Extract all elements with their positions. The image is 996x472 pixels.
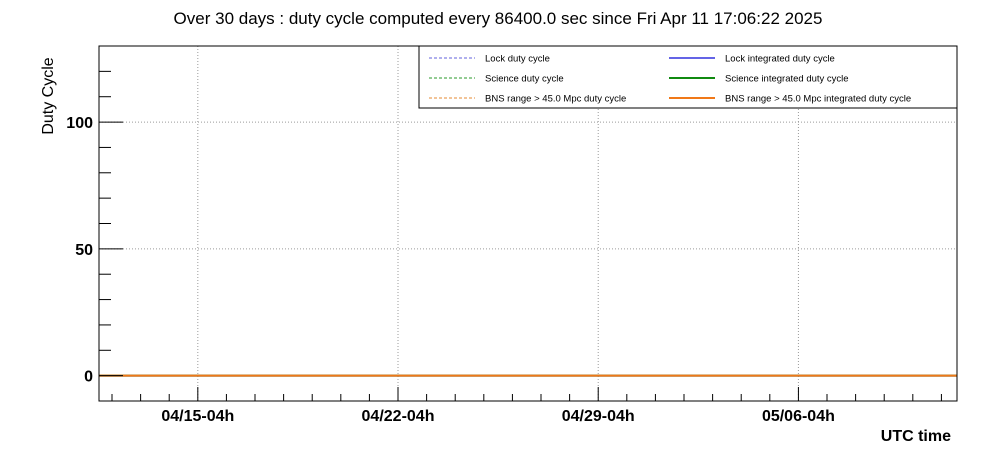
legend: Lock duty cycle Science duty cycle BNS ran… [418, 45, 958, 109]
x-tick-label: 05/06-04h [762, 408, 835, 425]
y-tick-label: 50 [75, 242, 93, 259]
legend-label: Lock integrated duty cycle [725, 54, 835, 65]
y-axis-ticks: 0 50 100 [66, 45, 123, 402]
legend-label: BNS range > 45.0 Mpc duty cycle [485, 94, 626, 105]
legend-label: Science duty cycle [485, 74, 564, 85]
legend-label: Science integrated duty cycle [725, 74, 849, 85]
y-tick-label: 0 [84, 369, 93, 386]
legend-label: Lock duty cycle [485, 54, 550, 65]
x-tick-label: 04/15-04h [161, 408, 234, 425]
x-axis-ticks: 04/15-04h 04/22-04h 04/29-04h 05/06-04h [111, 387, 942, 425]
x-tick-label: 04/22-04h [362, 408, 435, 425]
y-tick-label: 100 [66, 115, 93, 132]
x-tick-label: 04/29-04h [562, 408, 635, 425]
x-axis-title: UTC time [881, 428, 951, 445]
chart-title: Over 30 days : duty cycle computed every… [174, 9, 823, 28]
legend-label: BNS range > 45.0 Mpc integrated duty cyc… [725, 94, 911, 105]
y-axis-title: Duty Cycle [40, 57, 57, 134]
